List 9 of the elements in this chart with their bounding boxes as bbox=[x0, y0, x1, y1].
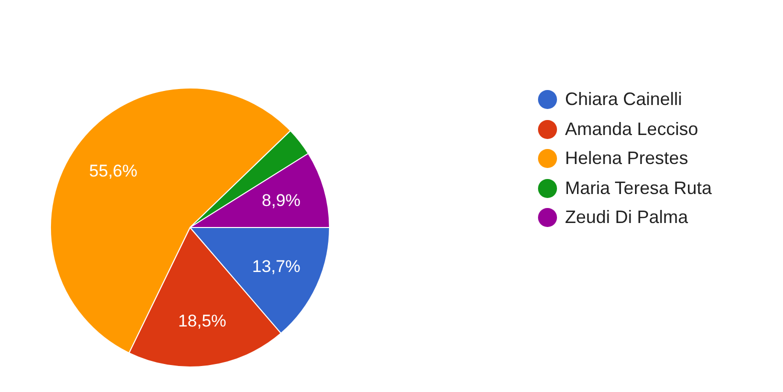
data-label: 55,6% bbox=[89, 161, 138, 180]
legend-label: Amanda Lecciso bbox=[565, 118, 698, 140]
legend-label: Helena Prestes bbox=[565, 148, 688, 170]
data-label: 8,9% bbox=[262, 191, 301, 210]
legend-label: Zeudi Di Palma bbox=[565, 207, 688, 228]
data-label: 13,7% bbox=[252, 256, 300, 276]
data-label: 18,5% bbox=[178, 311, 226, 330]
legend-label: Maria Teresa Ruta bbox=[565, 178, 712, 199]
legend-label: Chiara Cainelli bbox=[565, 89, 682, 110]
